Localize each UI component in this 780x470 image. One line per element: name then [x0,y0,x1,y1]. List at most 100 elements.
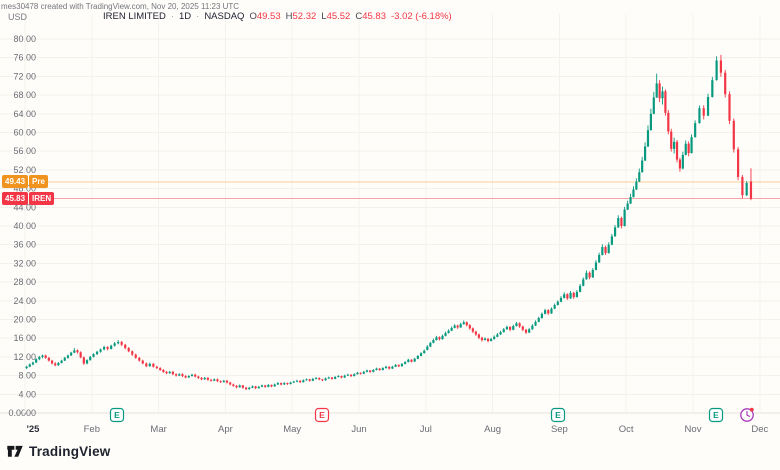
tradingview-logo-link[interactable]: TradingView [6,442,110,460]
candle-body [397,364,400,367]
earnings-marker-glyph: E [114,410,120,420]
brand-name: TradingView [29,443,111,459]
candle-body [165,371,168,374]
candle-body [715,60,718,81]
candle-body [610,236,613,245]
candle-body [324,378,327,381]
time-axis-label: Oct [619,424,634,435]
candle-body [518,323,521,327]
candle-body [670,131,673,149]
candle-body [435,337,438,341]
candle-body [28,364,31,367]
candle-body [235,385,238,388]
candle-body [270,384,273,387]
clock-hands-icon [746,411,750,417]
candle-body [623,209,626,226]
time-axis-label: Jul [420,424,432,435]
candle-body [426,346,429,350]
candle-body [483,338,487,341]
candle-body [216,379,219,382]
candle-body [41,355,44,357]
candle-body [531,325,534,330]
candle-body [120,341,123,345]
candle-body [681,154,684,169]
candle-body [356,372,359,375]
candle-body [159,368,162,370]
candle-body [675,141,679,160]
candle-body [438,337,441,340]
earnings-marker[interactable] [314,407,330,423]
candle-body [308,379,311,381]
candle-body [238,385,241,388]
candle-body [155,366,158,369]
time-axis-label: Jun [351,424,366,435]
candle-body [607,244,610,254]
candle-body [563,294,566,298]
premarket-price-value: 49.43 [2,175,29,189]
candle-body [588,272,591,278]
earnings-marker[interactable] [109,407,125,423]
time-axis-label: Dec [751,424,768,435]
price-axis-label: 8.00 [18,371,36,381]
exchange-label: NASDAQ [204,11,245,22]
candle-body [99,349,102,352]
candle-body [375,368,378,370]
candle-body [456,325,459,328]
earnings-marker-glyph: E [319,410,325,420]
candle-body [82,357,85,364]
candle-body [248,387,251,390]
candle-body [508,326,512,330]
candle-body [499,332,502,335]
last-tag-label: IREN [29,192,55,206]
candle-body [643,146,647,161]
candle-body [489,339,493,342]
candle-body [690,137,693,154]
candle-body [477,334,481,338]
earnings-marker-glyph: E [555,410,561,420]
premarket-price-tag[interactable]: 49.43 Pre [2,175,48,189]
candle-body [626,203,629,210]
candle-body [553,305,556,309]
candle-body [474,331,477,335]
candle-body [222,380,225,383]
candle-body [257,386,260,389]
candle-body [732,120,735,150]
candle-body [25,366,28,369]
candle-body [289,382,292,385]
tradingview-logo-icon [7,445,23,457]
earnings-marker[interactable] [708,407,724,423]
candle-body [419,353,423,356]
candle-body [388,366,391,369]
candle-body [629,197,632,204]
time-axis-label: Mar [150,424,166,435]
candle-body [407,359,410,363]
candle-body [187,376,190,378]
interval-label[interactable]: 1D [178,11,192,22]
candle-body [667,112,670,132]
candle-body [330,377,334,379]
symbol-legend: IREN LIMITED · 1D · NASDAQ O 49.53 H 52.… [103,11,452,22]
candle-body [89,356,92,361]
candle-body [381,368,384,370]
candle-body [404,362,407,364]
earnings-marker[interactable] [550,407,566,423]
candle-body [632,189,635,198]
candle-body [745,182,748,196]
candle-body [127,348,130,352]
candle-body [359,372,362,374]
candle-body [302,380,305,383]
candle-body [124,344,127,349]
candle-body [148,363,151,367]
candle-body [410,359,413,362]
candle-body [566,294,569,299]
symbol-name[interactable]: IREN LIMITED [103,11,166,22]
candle-body [318,377,321,380]
last-price-tag[interactable]: 45.83 IREN [2,192,55,206]
candle-body [70,352,73,356]
candle-body [286,383,289,385]
candle-body [441,335,444,340]
candle-body [453,325,456,328]
high-readout: H 52.32 [285,11,317,22]
